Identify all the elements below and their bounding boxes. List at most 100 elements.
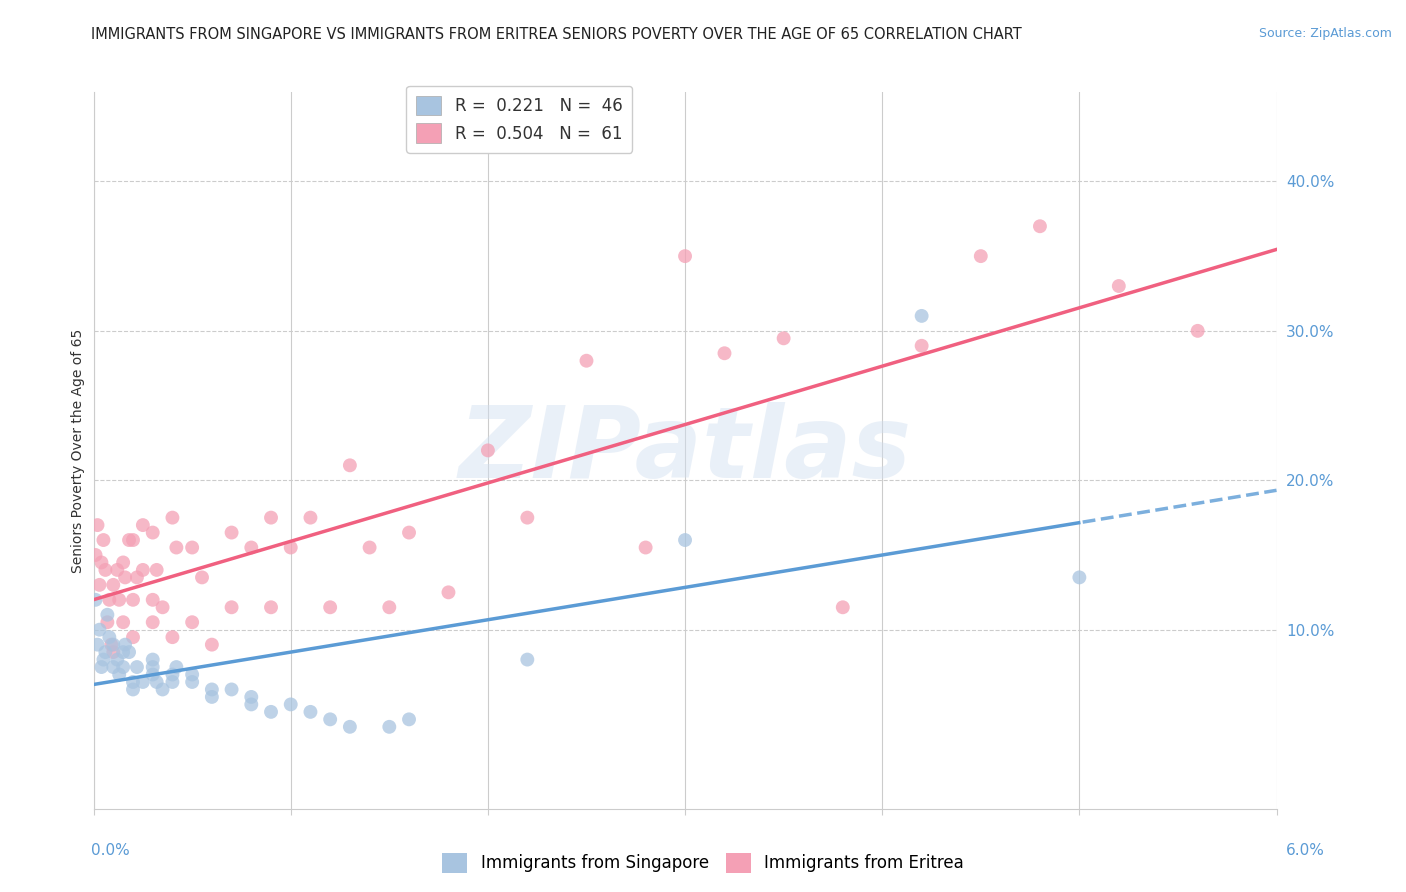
Point (108, 667, 131, 681)
Point (319, 600, 342, 615)
Point (118, 533, 141, 547)
Point (103, 645, 125, 659)
Point (181, 541, 204, 555)
Point (108, 592, 131, 607)
Point (112, 615, 135, 630)
Point (201, 682, 224, 697)
Point (90, 556, 112, 570)
Point (181, 667, 204, 681)
Point (673, 249, 696, 263)
Point (132, 518, 155, 533)
Point (112, 556, 135, 570)
Point (89, 623, 111, 637)
Point (260, 510, 283, 524)
Point (319, 712, 342, 726)
Point (772, 331, 794, 345)
Y-axis label: Seniors Poverty Over the Age of 65: Seniors Poverty Over the Age of 65 (72, 328, 86, 573)
Point (105, 563, 128, 577)
Point (125, 660, 148, 674)
Point (94, 645, 117, 659)
Point (103, 578, 125, 592)
Point (103, 638, 125, 652)
Point (634, 541, 657, 555)
Point (673, 533, 696, 547)
Point (191, 570, 214, 584)
Legend: Immigrants from Singapore, Immigrants from Eritrea: Immigrants from Singapore, Immigrants fr… (436, 847, 970, 880)
Point (112, 645, 135, 659)
Point (240, 698, 263, 712)
Text: 0.0%: 0.0% (91, 843, 131, 858)
Point (299, 705, 322, 719)
Point (280, 541, 302, 555)
Point (142, 615, 165, 630)
Point (89, 578, 111, 592)
Point (221, 600, 243, 615)
Point (516, 652, 538, 666)
Point (181, 615, 204, 630)
Point (84, 592, 107, 607)
Point (145, 675, 167, 690)
Point (398, 712, 420, 726)
Point (911, 309, 934, 323)
Point (142, 652, 165, 666)
Point (221, 682, 243, 697)
Point (162, 667, 184, 681)
Point (201, 638, 224, 652)
Point (280, 698, 302, 712)
Point (152, 600, 174, 615)
Point (112, 660, 135, 674)
Point (122, 682, 145, 697)
Point (1069, 570, 1091, 584)
Point (122, 675, 145, 690)
Point (103, 660, 125, 674)
Point (437, 585, 460, 599)
Point (162, 510, 184, 524)
Point (93, 652, 115, 666)
Point (100, 638, 122, 652)
Point (94, 563, 117, 577)
Point (165, 541, 187, 555)
Point (142, 667, 165, 681)
Point (575, 353, 598, 368)
Point (970, 249, 993, 263)
Text: 6.0%: 6.0% (1285, 843, 1324, 858)
Point (260, 600, 283, 615)
Text: ZIPatlas: ZIPatlas (458, 402, 911, 499)
Point (831, 600, 853, 615)
Point (93, 533, 115, 547)
Point (142, 525, 165, 540)
Point (398, 525, 420, 540)
Point (98, 592, 121, 607)
Point (1029, 219, 1052, 234)
Point (84, 548, 107, 562)
Point (713, 346, 735, 360)
Point (122, 630, 145, 644)
Point (86, 518, 108, 533)
Point (240, 690, 263, 704)
Point (96, 615, 118, 630)
Point (114, 570, 136, 584)
Point (359, 541, 381, 555)
Point (201, 690, 224, 704)
Point (145, 563, 167, 577)
Text: Source: ZipAtlas.com: Source: ZipAtlas.com (1258, 27, 1392, 40)
Point (378, 720, 401, 734)
Point (339, 458, 361, 473)
Point (90, 660, 112, 674)
Point (122, 533, 145, 547)
Point (378, 600, 401, 615)
Point (96, 607, 118, 622)
Point (132, 675, 155, 690)
Point (86, 638, 108, 652)
Point (152, 682, 174, 697)
Point (181, 675, 204, 690)
Point (260, 705, 283, 719)
Point (339, 720, 361, 734)
Point (114, 638, 136, 652)
Point (98, 630, 121, 644)
Point (911, 339, 934, 353)
Point (240, 541, 263, 555)
Point (221, 525, 243, 540)
Point (132, 563, 155, 577)
Text: IMMIGRANTS FROM SINGAPORE VS IMMIGRANTS FROM ERITREA SENIORS POVERTY OVER THE AG: IMMIGRANTS FROM SINGAPORE VS IMMIGRANTS … (91, 27, 1022, 42)
